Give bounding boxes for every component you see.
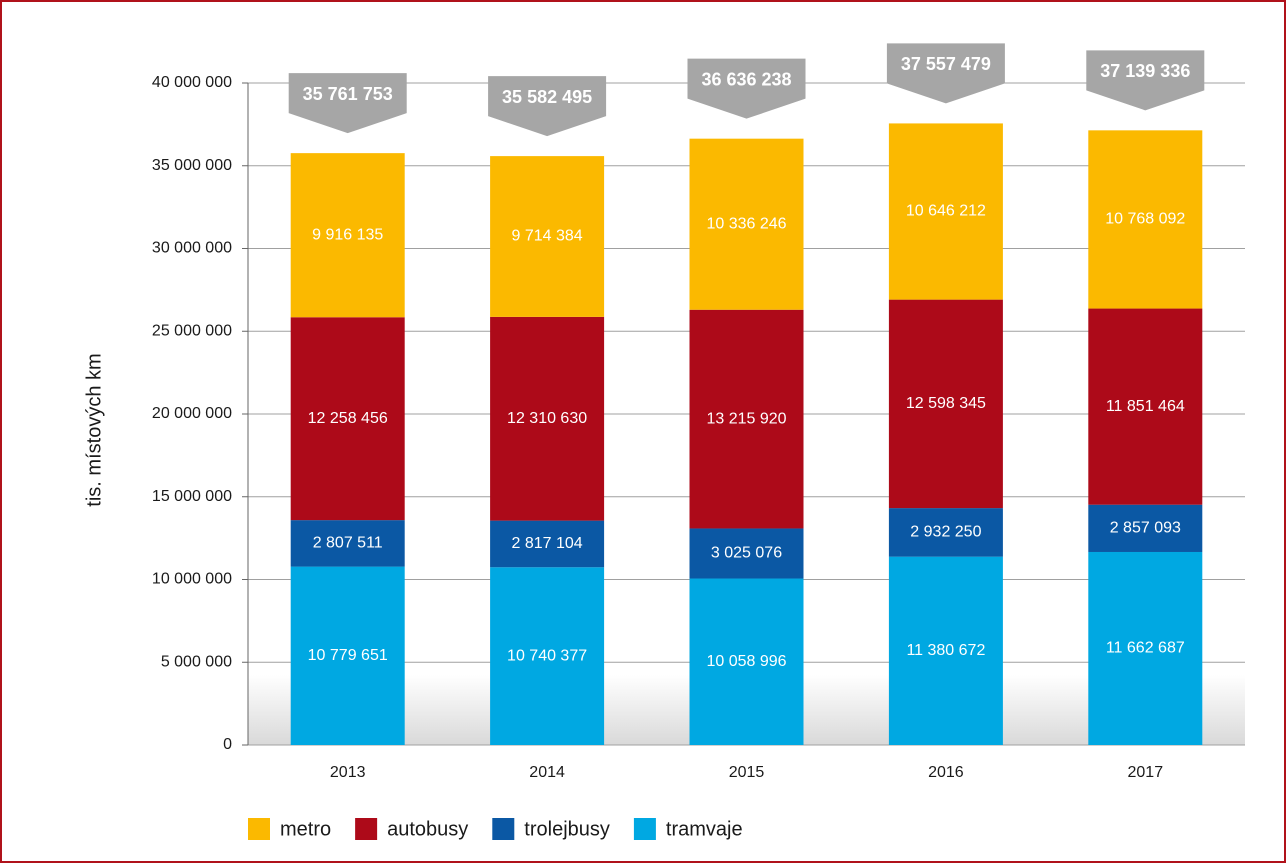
x-tick-label: 2014 xyxy=(529,764,565,781)
bar-value-label: 2 857 093 xyxy=(1110,520,1181,537)
bar-segment xyxy=(290,153,405,318)
total-label: 36 636 238 xyxy=(701,69,791,89)
bar-value-label: 3 025 076 xyxy=(711,545,782,562)
bar-value-label: 2 807 511 xyxy=(313,535,383,552)
bar-segment xyxy=(1088,130,1203,309)
total-label: 37 139 336 xyxy=(1100,61,1190,81)
legend-label: autobusy xyxy=(387,818,468,840)
y-tick-label: 25 000 000 xyxy=(152,322,232,339)
bar-value-label: 11 851 464 xyxy=(1106,398,1185,415)
bar-segment xyxy=(490,156,605,317)
y-axis-label: tis. místových km xyxy=(83,353,105,506)
bar-segment xyxy=(888,508,1003,557)
bar-value-label: 2 817 104 xyxy=(512,535,583,552)
bar-segment xyxy=(490,567,605,745)
bar-segment xyxy=(290,317,405,521)
legend-swatch xyxy=(248,818,270,840)
total-label: 37 557 479 xyxy=(901,54,991,74)
bar-segment xyxy=(888,556,1003,745)
total-callout xyxy=(488,76,607,137)
bar-segment xyxy=(490,316,605,521)
total-label: 35 582 495 xyxy=(502,87,592,107)
bar-value-label: 10 779 651 xyxy=(308,647,388,664)
bar-segment xyxy=(689,138,804,310)
bar-value-label: 9 916 135 xyxy=(312,226,383,243)
bar-value-label: 10 058 996 xyxy=(706,653,786,670)
bar-value-label: 10 646 212 xyxy=(906,203,986,220)
y-tick-label: 15 000 000 xyxy=(152,488,232,505)
total-callout xyxy=(687,58,806,119)
bar-value-label: 2 932 250 xyxy=(910,524,981,541)
bar-segment xyxy=(888,299,1003,509)
y-tick-label: 40 000 000 xyxy=(152,74,232,91)
legend-swatch xyxy=(633,818,656,840)
y-tick-label: 0 xyxy=(223,736,232,753)
legend-label: tramvaje xyxy=(666,818,743,840)
bar-segment xyxy=(290,566,405,745)
bar-value-label: 10 768 092 xyxy=(1105,211,1185,228)
y-tick-label: 20 000 000 xyxy=(152,405,232,422)
bar-segment xyxy=(689,578,804,745)
y-tick-label: 5 000 000 xyxy=(161,653,232,670)
bar-segment xyxy=(1088,308,1203,505)
bar-value-label: 12 598 345 xyxy=(906,395,986,412)
x-tick-label: 2013 xyxy=(330,764,366,781)
bar-value-label: 10 740 377 xyxy=(507,647,587,664)
x-tick-label: 2015 xyxy=(729,764,765,781)
bar-segment xyxy=(888,123,1003,300)
bar-segment xyxy=(689,528,804,579)
bar-segment xyxy=(1088,504,1203,552)
bar-value-label: 10 336 246 xyxy=(706,215,786,232)
bar-segment xyxy=(689,309,804,529)
total-callout xyxy=(886,43,1005,104)
bar-value-label: 9 714 384 xyxy=(512,228,583,245)
bar-value-label: 12 258 456 xyxy=(308,410,388,427)
y-tick-label: 30 000 000 xyxy=(152,240,232,257)
total-label: 35 761 753 xyxy=(303,84,393,104)
y-tick-label: 10 000 000 xyxy=(152,571,232,588)
bar-value-label: 13 215 920 xyxy=(706,410,786,427)
legend-label: metro xyxy=(280,818,331,840)
x-tick-label: 2016 xyxy=(928,764,964,781)
bar-segment xyxy=(1088,551,1203,745)
bar-value-label: 12 310 630 xyxy=(507,410,587,427)
legend-swatch xyxy=(355,818,378,840)
x-tick-label: 2017 xyxy=(1128,764,1164,781)
bar-value-label: 11 380 672 xyxy=(906,642,985,659)
legend-label: trolejbusy xyxy=(524,818,610,840)
bar-segment xyxy=(290,520,405,567)
y-tick-label: 35 000 000 xyxy=(152,157,232,174)
legend-swatch xyxy=(492,818,515,840)
bar-segment xyxy=(490,520,605,568)
total-callout xyxy=(288,73,407,134)
bar-value-label: 11 662 687 xyxy=(1106,640,1185,657)
total-callout xyxy=(1086,50,1205,111)
